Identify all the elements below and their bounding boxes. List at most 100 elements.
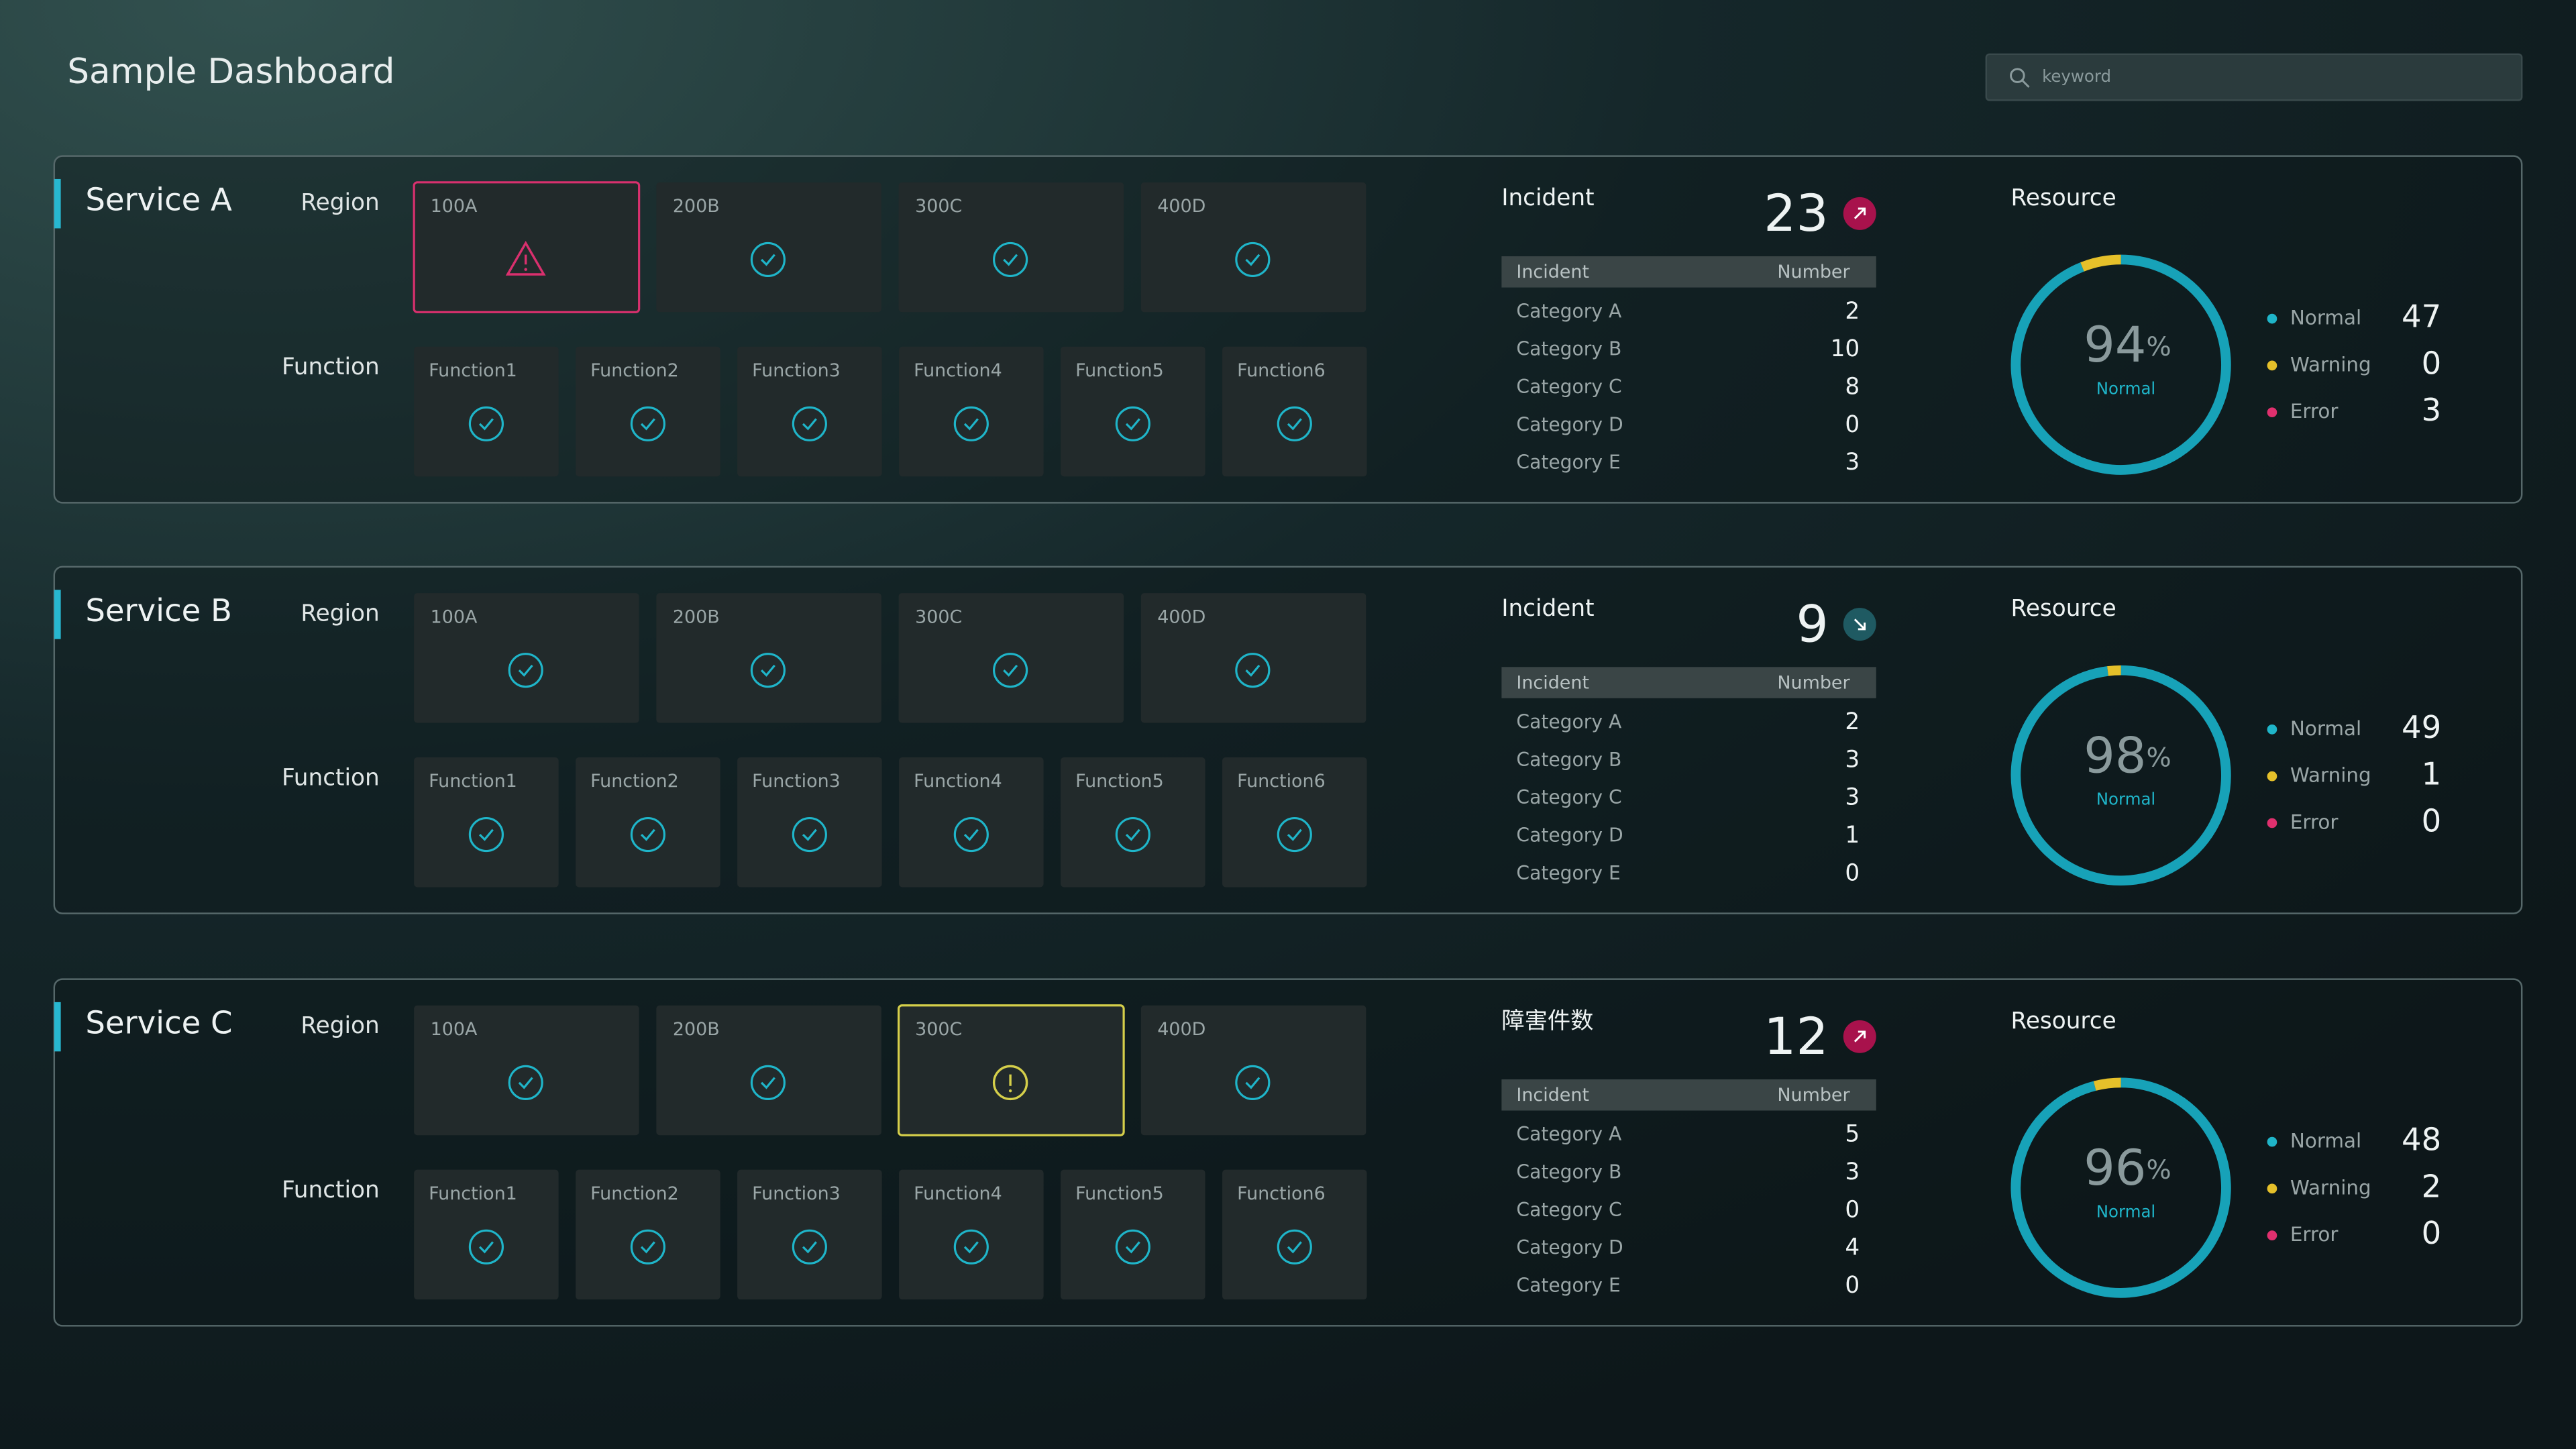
category-name: Category B: [1516, 338, 1621, 360]
ok-icon: [963, 828, 979, 841]
service-panel: Service A Region Function 100A 200B 300C 400D F…: [53, 155, 2523, 504]
gauge-unit: %: [2147, 1155, 2171, 1185]
function-tile: [414, 346, 559, 477]
region-name: 200B: [673, 196, 720, 217]
function-name: Function4: [914, 771, 1002, 792]
region-tile: [1140, 1005, 1366, 1136]
ok-icon: [1245, 664, 1260, 677]
search-placeholder[interactable]: keyword: [2042, 66, 2111, 86]
category-name: Category A: [1516, 711, 1622, 733]
ok-icon: [468, 817, 504, 853]
panel-accent: [54, 590, 61, 639]
ok-icon: [1003, 664, 1018, 677]
gauge-percent: 96%: [2084, 1140, 2171, 1197]
function-name: Function3: [752, 1183, 841, 1204]
function-name: Function1: [429, 771, 517, 792]
search-field[interactable]: [1985, 53, 2523, 101]
function-tile: [1061, 757, 1205, 888]
ok-icon: [963, 418, 979, 431]
category-count: 10: [1831, 335, 1860, 362]
ok-icon: [630, 1229, 665, 1265]
region-name: 100A: [431, 196, 478, 217]
gauge-percent: 94%: [2084, 317, 2171, 374]
resource-title: Resource: [2011, 184, 2116, 211]
category-name: Category E: [1516, 451, 1620, 474]
category-name: Category D: [1516, 824, 1623, 847]
category-count: 2: [1845, 708, 1860, 735]
table-header-cell: Incident: [1516, 1085, 1589, 1106]
region-label: Region: [301, 1012, 379, 1039]
ok-icon: [640, 418, 655, 431]
ok-icon: [478, 1241, 494, 1254]
region-tile: [414, 593, 639, 723]
ok-icon: [792, 406, 827, 441]
legend-label: Warning: [2290, 353, 2371, 376]
ok-icon: [518, 664, 533, 677]
function-name: Function3: [752, 771, 841, 792]
legend-value: 0: [2422, 345, 2442, 381]
search-icon: [2010, 68, 2025, 83]
function-label: Function: [282, 354, 380, 380]
legend-value: 3: [2422, 392, 2442, 428]
legend-dot: [2267, 724, 2277, 735]
function-tile: [1061, 346, 1205, 477]
incident-title: Incident: [1501, 595, 1594, 622]
function-tile: [899, 346, 1044, 477]
function-tile: [1222, 757, 1367, 888]
warning-icon: [524, 268, 527, 271]
function-name: Function5: [1075, 360, 1164, 381]
ok-icon: [1277, 406, 1312, 441]
gauge-unit: %: [2147, 332, 2171, 362]
legend-value: 0: [2422, 802, 2442, 839]
legend-label: Error: [2290, 810, 2339, 833]
ok-icon: [760, 664, 775, 677]
region-label: Region: [301, 189, 379, 216]
ok-icon: [1245, 1077, 1260, 1089]
ok-icon: [760, 254, 775, 266]
region-tile: [413, 181, 641, 313]
gauge-status: Normal: [2096, 1201, 2156, 1221]
table-header-cell: Number: [1777, 1085, 1850, 1106]
incident-total: 23: [1764, 184, 1829, 243]
legend-value: 1: [2422, 756, 2442, 792]
function-name: Function2: [590, 360, 679, 381]
legend-value: 49: [2402, 709, 2441, 745]
search-box[interactable]: keyword: [1985, 53, 2523, 101]
ok-icon: [953, 1229, 989, 1265]
table-header: [1501, 256, 1876, 288]
legend-label: Error: [2290, 1223, 2339, 1246]
ok-icon: [1235, 1065, 1271, 1100]
incident-total: 12: [1764, 1007, 1829, 1066]
panel-accent: [54, 178, 61, 229]
legend-dot: [2267, 1136, 2277, 1147]
ok-icon: [802, 418, 817, 431]
category-count: 4: [1845, 1234, 1860, 1261]
legend-label: Error: [2290, 400, 2339, 423]
function-tile: [899, 757, 1044, 888]
gauge-percent: 98%: [2084, 727, 2171, 784]
ok-icon: [802, 828, 817, 841]
function-label: Function: [282, 764, 380, 791]
incident-title: Incident: [1501, 184, 1594, 211]
legend-label: Normal: [2290, 307, 2361, 329]
incident-title: 障害件数: [1501, 1008, 1593, 1034]
legend-dot: [2267, 313, 2277, 324]
caution-icon: [992, 1065, 1028, 1101]
gauge-status: Normal: [2096, 790, 2156, 809]
gauge-value: 94: [2084, 317, 2146, 374]
category-count: 1: [1845, 822, 1860, 849]
region-tile: [898, 593, 1124, 723]
function-name: Function4: [914, 1183, 1002, 1204]
ok-icon: [953, 406, 989, 441]
function-name: Function6: [1237, 360, 1326, 381]
ok-icon: [508, 1065, 543, 1100]
function-name: Function6: [1237, 1183, 1326, 1204]
ok-icon: [1287, 828, 1302, 841]
category-name: Category A: [1516, 300, 1622, 322]
ok-icon: [993, 653, 1028, 688]
function-name: Function6: [1237, 771, 1326, 792]
category-name: Category B: [1516, 749, 1621, 771]
function-tile: [414, 1169, 559, 1300]
ok-icon: [1287, 418, 1302, 431]
